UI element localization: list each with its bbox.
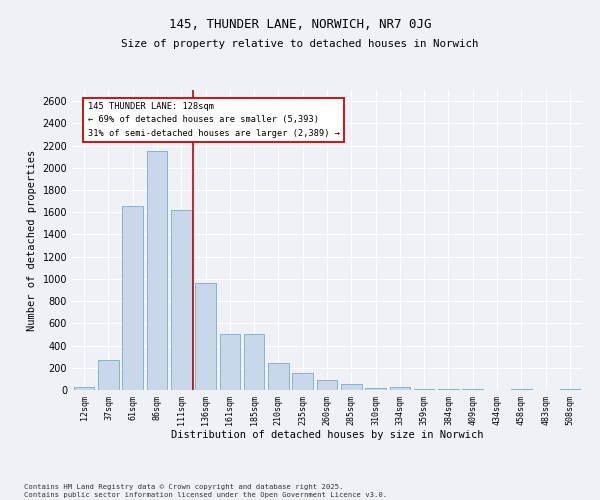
Text: Size of property relative to detached houses in Norwich: Size of property relative to detached ho…: [121, 39, 479, 49]
Bar: [171, 210, 191, 390]
Bar: [414, 389, 434, 390]
Bar: [292, 374, 313, 390]
Bar: [122, 206, 143, 390]
Text: Contains HM Land Registry data © Crown copyright and database right 2025.
Contai: Contains HM Land Registry data © Crown c…: [24, 484, 387, 498]
Y-axis label: Number of detached properties: Number of detached properties: [27, 150, 37, 330]
Bar: [244, 334, 265, 390]
Text: 145, THUNDER LANE, NORWICH, NR7 0JG: 145, THUNDER LANE, NORWICH, NR7 0JG: [169, 18, 431, 30]
Bar: [389, 386, 410, 390]
Bar: [317, 380, 337, 390]
Bar: [511, 389, 532, 390]
Bar: [365, 388, 386, 390]
Bar: [220, 334, 240, 390]
Bar: [146, 151, 167, 390]
Bar: [74, 387, 94, 390]
Bar: [98, 360, 119, 390]
Bar: [195, 284, 216, 390]
Bar: [341, 384, 362, 390]
Bar: [438, 389, 459, 390]
Bar: [268, 364, 289, 390]
Bar: [463, 389, 483, 390]
X-axis label: Distribution of detached houses by size in Norwich: Distribution of detached houses by size …: [171, 430, 483, 440]
Text: 145 THUNDER LANE: 128sqm
← 69% of detached houses are smaller (5,393)
31% of sem: 145 THUNDER LANE: 128sqm ← 69% of detach…: [88, 102, 340, 138]
